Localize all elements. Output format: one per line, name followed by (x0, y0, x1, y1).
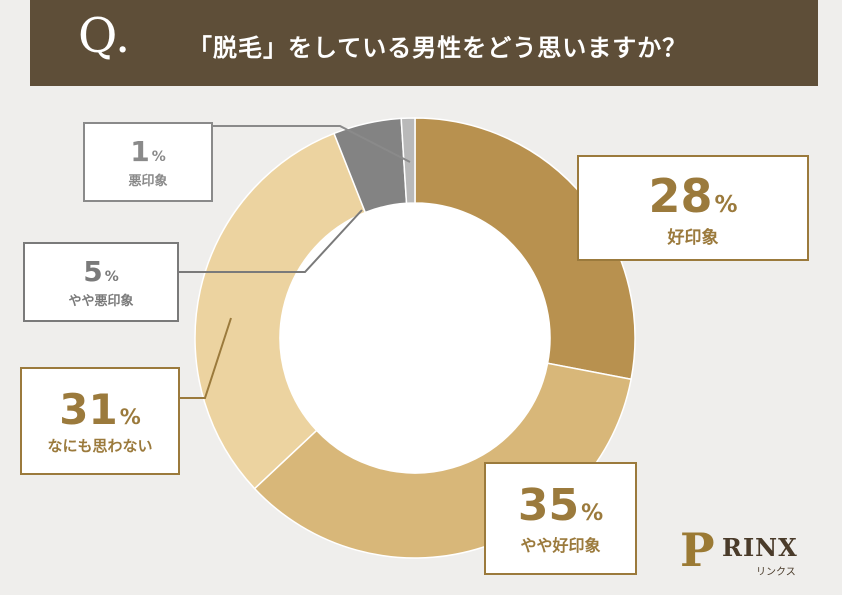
leader-line-no-opinion (180, 317, 232, 399)
label-box-favorable: 28% 好印象 (577, 155, 809, 261)
logo-wordmark: RINX (722, 533, 798, 562)
donut-hole (280, 203, 550, 473)
category-label: 悪印象 (128, 174, 168, 189)
pct-unit: % (714, 192, 738, 218)
rinx-logo: P RINX リンクス (680, 527, 820, 579)
label-box-somewhat-favorable: 35% やや好印象 (484, 462, 637, 575)
question-mark-letter: Q. (78, 8, 131, 64)
category-label: やや悪印象 (68, 294, 134, 309)
pct-value: 28 (648, 169, 713, 223)
pct-unit: % (119, 405, 141, 429)
question-banner: Q. 「脱毛」をしている男性をどう思いますか？ (30, 0, 818, 86)
pct-value: 5 (83, 255, 103, 288)
logo-subtitle: リンクス (756, 567, 796, 578)
leader-line-somewhat-unfavorable (179, 209, 363, 273)
pct-value: 35 (517, 480, 580, 531)
label-box-no-opinion: 31% なにも思わない (20, 367, 180, 475)
category-label: 好印象 (667, 228, 719, 248)
category-label: なにも思わない (47, 437, 153, 455)
label-box-unfavorable: 1% 悪印象 (83, 122, 213, 202)
leader-line-unfavorable (213, 125, 411, 163)
label-box-somewhat-unfavorable: 5% やや悪印象 (23, 242, 179, 322)
logo-mark: P (680, 523, 715, 577)
pct-value: 1 (130, 135, 150, 168)
category-label: やや好印象 (520, 536, 601, 555)
question-title: 「脱毛」をしている男性をどう思いますか？ (188, 34, 688, 62)
pct-unit: % (151, 149, 166, 165)
pct-unit: % (581, 501, 604, 526)
pct-value: 31 (59, 385, 118, 434)
pct-unit: % (104, 269, 119, 285)
